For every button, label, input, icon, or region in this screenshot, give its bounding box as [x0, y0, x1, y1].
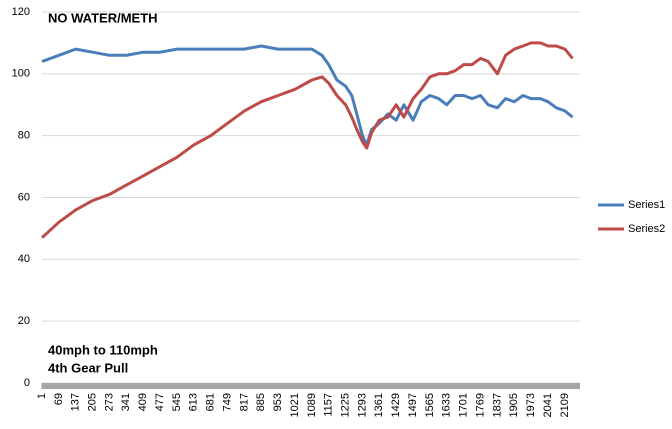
x-axis-band — [42, 383, 580, 389]
x-tick-label: 1157 — [323, 393, 335, 417]
x-tick-label: 477 — [154, 393, 166, 411]
x-tick-label: 817 — [238, 393, 250, 411]
y-tick-label: 80 — [18, 130, 30, 142]
x-tick-label: 409 — [137, 393, 149, 411]
x-tick-label: 749 — [221, 393, 233, 411]
annotation: 40mph to 110mph — [48, 342, 158, 357]
x-tick-label: 1769 — [474, 393, 486, 417]
x-tick-label: 1429 — [390, 393, 402, 417]
x-tick-label: 273 — [103, 393, 115, 411]
y-tick-label: 40 — [18, 253, 30, 265]
x-tick-label: 1565 — [424, 393, 436, 417]
x-tick-label: 137 — [70, 393, 82, 411]
x-tick-label: 885 — [255, 393, 267, 411]
x-tick-label: 341 — [120, 393, 132, 411]
x-tick-label: 1905 — [508, 393, 520, 417]
x-tick-label: 953 — [272, 393, 284, 411]
y-tick-label: 20 — [18, 315, 30, 327]
chart-title: NO WATER/METH — [48, 10, 158, 25]
x-tick-label: 1 — [36, 393, 48, 399]
x-tick-label: 613 — [188, 393, 200, 411]
annotation: 4th Gear Pull — [48, 360, 128, 375]
x-tick-label: 1293 — [356, 393, 368, 417]
legend-label: Series2 — [628, 223, 665, 235]
x-tick-label: 2109 — [559, 393, 571, 417]
x-tick-label: 1701 — [458, 393, 470, 417]
y-tick-label: 100 — [12, 68, 30, 80]
x-tick-label: 681 — [205, 393, 217, 411]
x-tick-label: 1497 — [407, 393, 419, 417]
y-tick-label: 120 — [12, 6, 30, 18]
x-tick-label: 1089 — [306, 393, 318, 417]
series-line — [40, 41, 574, 239]
x-tick-label: 2041 — [542, 393, 554, 417]
x-tick-label: 1837 — [491, 393, 503, 417]
y-tick-label: 60 — [18, 191, 30, 203]
x-tick-label: 545 — [171, 393, 183, 411]
x-tick-label: 1225 — [340, 393, 352, 417]
series-line — [41, 44, 574, 147]
x-tick-label: 1633 — [441, 393, 453, 417]
x-tick-label: 1973 — [525, 393, 537, 417]
x-tick-label: 69 — [53, 393, 65, 405]
y-tick-label: 0 — [24, 377, 30, 389]
x-tick-label: 205 — [87, 393, 99, 411]
legend-label: Series1 — [628, 199, 665, 211]
x-tick-label: 1361 — [373, 393, 385, 417]
x-tick-label: 1021 — [289, 393, 301, 417]
